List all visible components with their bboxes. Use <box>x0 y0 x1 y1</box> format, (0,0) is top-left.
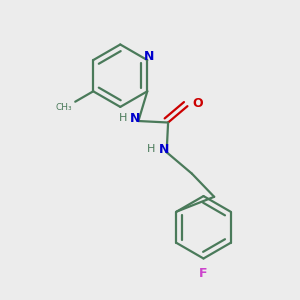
Text: N: N <box>158 143 169 156</box>
Text: O: O <box>193 97 203 110</box>
Text: N: N <box>144 50 154 63</box>
Text: H: H <box>147 144 155 154</box>
Text: H: H <box>119 113 127 123</box>
Text: CH₃: CH₃ <box>55 103 72 112</box>
Text: F: F <box>199 267 208 280</box>
Text: N: N <box>130 112 141 124</box>
